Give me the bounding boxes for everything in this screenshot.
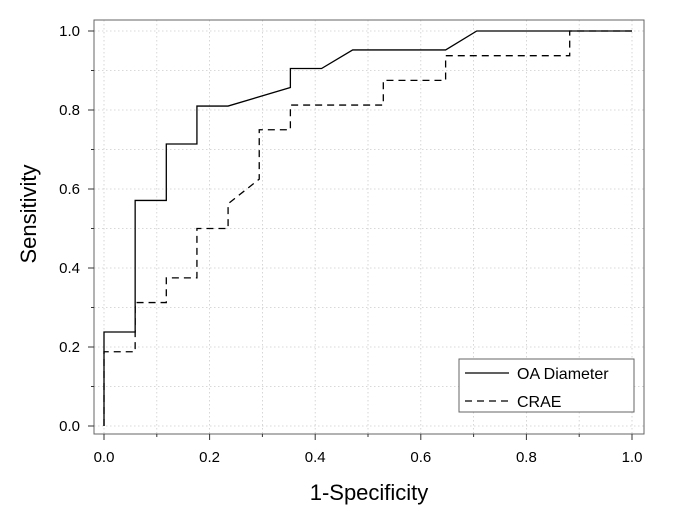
x-tick-label: 0.2	[199, 449, 220, 466]
y-tick-label: 0.2	[59, 339, 80, 356]
x-tick-label: 0.6	[410, 449, 431, 466]
series-lines	[103, 30, 632, 426]
x-tick-label: 0.4	[305, 449, 326, 466]
x-tick-label: 0.8	[516, 449, 537, 466]
legend-label-oa-diameter: OA Diameter	[517, 366, 609, 383]
axis-ticks: 0.0 0.2 0.4 0.6 0.8 1.0 0.0 0.2 0.4 0.6 0.8 1.0	[59, 23, 642, 466]
y-tick-label: 0.8	[59, 102, 80, 119]
series-line-crae	[103, 30, 632, 426]
y-tick-label: 0.0	[59, 418, 80, 435]
x-tick-label: 0.0	[94, 449, 115, 466]
y-axis-title: Sensitivity	[16, 164, 41, 263]
x-axis-title: 1-Specificity	[310, 480, 429, 505]
legend: OA Diameter CRAE	[458, 358, 635, 413]
legend-label-crae: CRAE	[517, 394, 561, 411]
y-tick-label: 0.4	[59, 260, 80, 277]
legend-box	[458, 358, 635, 413]
x-tick-label: 1.0	[622, 449, 643, 466]
series-line-oa-diameter	[103, 30, 632, 426]
y-tick-label: 0.6	[59, 181, 80, 198]
plot-area-frame	[93, 19, 645, 435]
y-tick-label: 1.0	[59, 23, 80, 40]
